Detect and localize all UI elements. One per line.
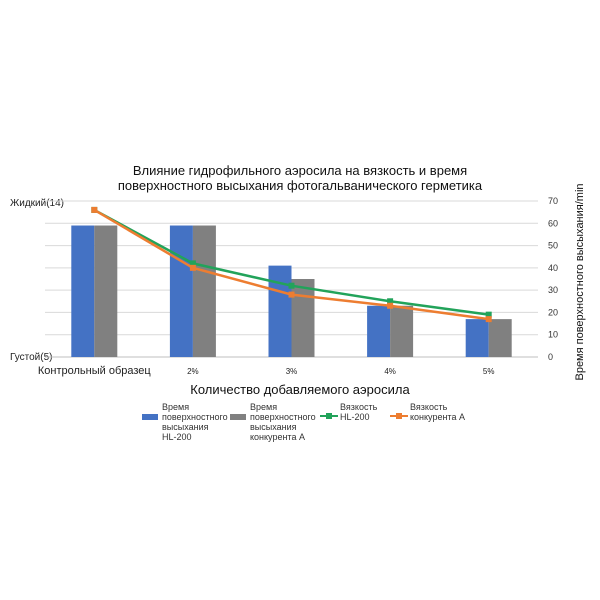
line-marker [189, 260, 196, 267]
line-marker [288, 282, 295, 289]
legend-label: Время [162, 402, 189, 412]
legend-swatch [142, 414, 158, 420]
bar [488, 319, 512, 357]
right-tick-label: 0 [548, 352, 553, 362]
right-tick-label: 50 [548, 241, 558, 251]
legend-marker [326, 413, 332, 419]
left-bottom-label: Густой(5) [10, 352, 52, 363]
right-tick-label: 70 [548, 196, 558, 206]
legend-label: высыхания [162, 422, 209, 432]
legend-label: Вязкость [340, 402, 378, 412]
gridlines [45, 200, 538, 358]
bar [192, 225, 216, 357]
right-tick-label: 40 [548, 263, 558, 273]
right-tick-label: 60 [548, 218, 558, 228]
legend-label: высыхания [250, 422, 297, 432]
line-marker [189, 264, 196, 271]
legend-label: HL-200 [340, 412, 370, 422]
category-label: 5% [483, 367, 495, 376]
legend-label: поверхностного [162, 412, 228, 422]
bars [71, 225, 512, 357]
right-axis-ticks: 0 10 20 30 40 50 60 70 [548, 196, 558, 362]
left-top-label: Жидкий(14) [10, 198, 64, 209]
right-tick-label: 10 [548, 330, 558, 340]
bar [367, 305, 391, 357]
legend: ВремяповерхностноговысыханияHL-200Времяп… [142, 402, 465, 442]
category-label: 4% [384, 367, 396, 376]
bar [268, 265, 292, 357]
bar [94, 225, 118, 357]
legend-label: конкурента А [410, 412, 465, 422]
line-marker [485, 311, 492, 318]
line-marker [485, 316, 492, 323]
category-label: 2% [187, 367, 199, 376]
x-axis-title: Количество добавляемого аэросила [190, 382, 410, 397]
legend-label: HL-200 [162, 432, 192, 442]
line-marker [91, 206, 98, 213]
lines [91, 206, 492, 323]
right-tick-label: 20 [548, 307, 558, 317]
right-tick-label: 30 [548, 285, 558, 295]
category-label: 3% [286, 367, 298, 376]
category-label: Контрольный образец [38, 365, 152, 377]
bar [291, 279, 315, 357]
line-marker [288, 291, 295, 298]
chart-title-line1: Влияние гидрофильного аэросила на вязкос… [133, 163, 467, 178]
category-labels: Контрольный образец 2% 3% 4% 5% [38, 365, 495, 377]
legend-label: Вязкость [410, 402, 448, 412]
bar [71, 225, 95, 357]
legend-label: конкурента А [250, 432, 305, 442]
chart-title-line2: поверхностного высыхания фотогальваничес… [118, 178, 483, 193]
line-marker [387, 302, 394, 309]
legend-swatch [230, 414, 246, 420]
bar [465, 319, 489, 357]
line-marker [387, 298, 394, 305]
bar [390, 305, 414, 357]
legend-marker [396, 413, 402, 419]
right-axis-title: Время поверхностного высыхания/min [574, 183, 586, 380]
bar [169, 225, 193, 357]
legend-label: поверхностного [250, 412, 316, 422]
legend-label: Время [250, 402, 277, 412]
